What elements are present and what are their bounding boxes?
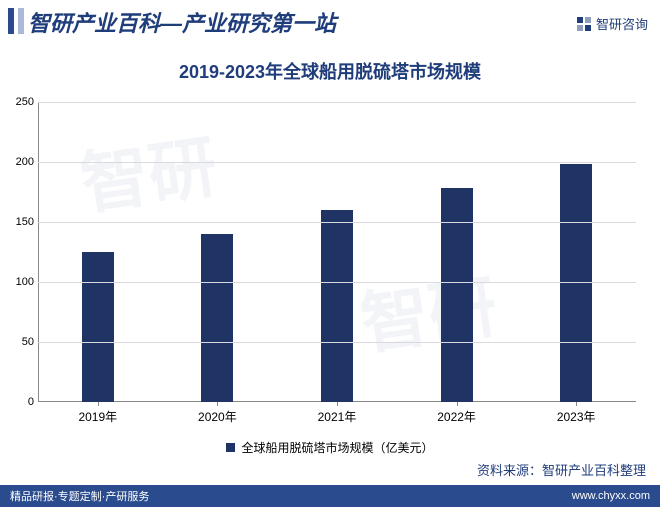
legend-label: 全球船用脱硫塔市场规模（亿美元） bbox=[241, 439, 433, 456]
grid-line bbox=[38, 162, 636, 163]
y-tick-label: 0 bbox=[6, 396, 34, 408]
source-prefix: 资料来源： bbox=[477, 463, 542, 478]
x-axis-labels: 2019年2020年2021年2022年2023年 bbox=[38, 408, 636, 425]
bar bbox=[201, 234, 233, 402]
x-tick bbox=[576, 402, 577, 406]
footer-url: www.chyxx.com bbox=[572, 490, 650, 502]
bar bbox=[560, 164, 592, 402]
grid-line bbox=[38, 342, 636, 343]
legend: 全球船用脱硫塔市场规模（亿美元） bbox=[0, 439, 660, 456]
x-tick-label: 2023年 bbox=[516, 408, 636, 425]
page-title: 智研产业百科—产业研究第一站 bbox=[28, 6, 336, 38]
y-tick-label: 100 bbox=[6, 276, 34, 288]
bar bbox=[321, 210, 353, 402]
source-citation: 资料来源：智研产业百科整理 bbox=[477, 460, 646, 479]
chart-title: 2019-2023年全球船用脱硫塔市场规模 bbox=[0, 58, 660, 84]
y-tick-label: 50 bbox=[6, 336, 34, 348]
x-tick bbox=[217, 402, 218, 406]
brand-text: 智研咨询 bbox=[596, 14, 648, 33]
bar-column bbox=[277, 210, 397, 402]
bar-column bbox=[158, 234, 278, 402]
bar-column bbox=[38, 252, 158, 402]
y-tick-label: 200 bbox=[6, 156, 34, 168]
grid-line bbox=[38, 102, 636, 103]
brand-icon bbox=[576, 16, 592, 32]
legend-swatch bbox=[226, 443, 235, 452]
grid-line bbox=[38, 282, 636, 283]
y-tick-label: 250 bbox=[6, 96, 34, 108]
x-tick bbox=[457, 402, 458, 406]
footer-left-text: 精品研报·专题定制·产研服务 bbox=[10, 488, 149, 504]
bar-column bbox=[516, 164, 636, 402]
x-tick bbox=[337, 402, 338, 406]
bars-container bbox=[38, 102, 636, 402]
bar-column bbox=[397, 188, 517, 402]
grid-line bbox=[38, 222, 636, 223]
brand-logo: 智研咨询 bbox=[576, 14, 648, 33]
x-tick-label: 2019年 bbox=[38, 408, 158, 425]
y-tick-label: 150 bbox=[6, 216, 34, 228]
bar bbox=[441, 188, 473, 402]
source-text: 智研产业百科整理 bbox=[542, 463, 646, 478]
x-tick-label: 2022年 bbox=[397, 408, 517, 425]
x-tick-label: 2021年 bbox=[277, 408, 397, 425]
x-tick-label: 2020年 bbox=[158, 408, 278, 425]
bar bbox=[82, 252, 114, 402]
chart-plot-area: 050100150200250 bbox=[38, 102, 636, 402]
x-tick bbox=[98, 402, 99, 406]
footer-bar: 精品研报·专题定制·产研服务 www.chyxx.com bbox=[0, 485, 660, 507]
header-accent-bars bbox=[8, 8, 24, 34]
header: 智研产业百科—产业研究第一站 智研咨询 bbox=[0, 0, 660, 48]
